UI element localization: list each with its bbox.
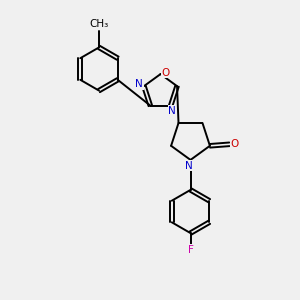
Text: N: N [185,161,193,171]
Text: O: O [231,139,239,149]
Text: CH₃: CH₃ [89,19,109,29]
Text: O: O [162,68,170,78]
Text: N: N [135,79,143,89]
Text: N: N [168,106,176,116]
Text: F: F [188,245,194,255]
